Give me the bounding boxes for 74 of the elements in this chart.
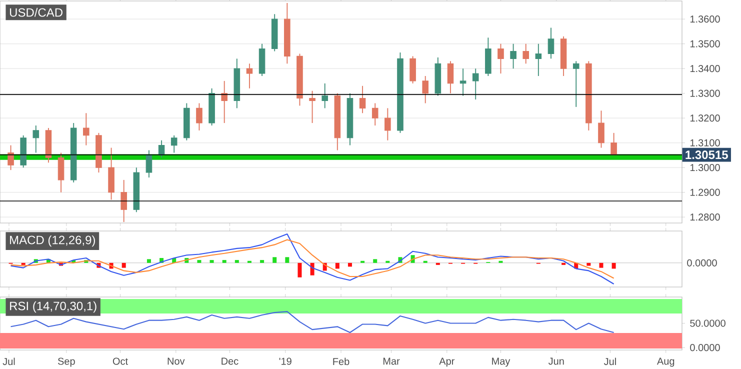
x-tick-label: Oct <box>112 358 128 365</box>
ref-line-label: 1.30515 <box>686 150 728 160</box>
candlestick <box>535 43 542 76</box>
x-tick-label: '19 <box>279 358 292 365</box>
bar <box>310 262 314 276</box>
candlestick <box>158 140 165 158</box>
x-tick-label: Jul <box>2 358 15 366</box>
x-tick-label: Sep <box>58 358 75 367</box>
candlestick <box>384 108 391 141</box>
candlestick <box>410 56 416 84</box>
y-tick-label: 0.0000 <box>690 344 720 352</box>
candlestick <box>372 102 378 126</box>
candlestick <box>572 60 580 108</box>
candlestick <box>610 132 617 156</box>
candlestick <box>120 179 127 222</box>
candlestick <box>447 60 454 94</box>
x-tick-label: Feb <box>333 358 350 366</box>
candlestick <box>510 43 516 70</box>
bar <box>586 262 591 266</box>
candlestick <box>322 82 328 109</box>
y-tick-label: 1.3200 <box>690 114 720 122</box>
chart-title: MACD (12,26,9) <box>10 235 95 247</box>
bar <box>599 262 604 268</box>
bar <box>348 262 352 267</box>
bar <box>335 262 340 269</box>
candlestick <box>196 102 202 131</box>
bar <box>122 262 126 268</box>
candlestick <box>548 27 554 60</box>
candlestick <box>32 125 40 154</box>
candlestick <box>359 85 366 114</box>
candlestick <box>58 152 64 193</box>
y-tick-label: 1.3300 <box>690 90 720 97</box>
candlestick <box>146 150 152 178</box>
y-tick-label: 1.3500 <box>690 40 720 48</box>
chart-title: USD/CAD <box>10 8 62 17</box>
candlestick <box>522 43 529 64</box>
candlestick <box>598 110 604 148</box>
bar <box>298 262 302 278</box>
candlestick <box>309 90 316 124</box>
candlestick <box>498 43 504 74</box>
y-tick-label: 1.3600 <box>690 16 720 23</box>
candlestick <box>83 112 90 146</box>
chart-title: RSI (14,70,30,1) <box>10 301 96 313</box>
candlestick <box>422 76 428 104</box>
bar <box>197 260 202 263</box>
candlestick <box>472 68 479 100</box>
bar <box>146 259 151 263</box>
x-tick-label: Mar <box>383 358 400 365</box>
bar <box>234 260 239 263</box>
bar <box>260 260 264 263</box>
candlestick <box>8 144 14 171</box>
y-tick-label: 1.3400 <box>690 65 720 72</box>
candlestick <box>460 68 466 96</box>
bar <box>222 260 226 263</box>
bar <box>612 262 616 269</box>
bar <box>373 259 378 263</box>
x-tick-label: Aug <box>656 358 674 367</box>
candlestick <box>221 80 228 124</box>
x-tick-label: Nov <box>168 358 185 365</box>
y-tick-label: 1.2900 <box>690 188 720 196</box>
y-tick-label: 50.0000 <box>690 320 726 327</box>
bar <box>272 257 277 263</box>
x-tick-label: May <box>492 358 510 367</box>
y-tick-label: 1.2800 <box>690 214 720 221</box>
bar <box>210 260 214 263</box>
candlestick <box>170 134 178 154</box>
y-tick-label: 1.3100 <box>690 139 720 146</box>
bar <box>285 257 290 263</box>
x-tick-label: Dec <box>222 358 238 365</box>
x-tick-label: Apr <box>439 358 454 367</box>
x-tick-label: Jul <box>604 358 616 366</box>
y-tick-label: 1.3000 <box>690 164 720 172</box>
x-tick-label: Jun <box>548 358 564 365</box>
candlestick <box>246 63 253 89</box>
